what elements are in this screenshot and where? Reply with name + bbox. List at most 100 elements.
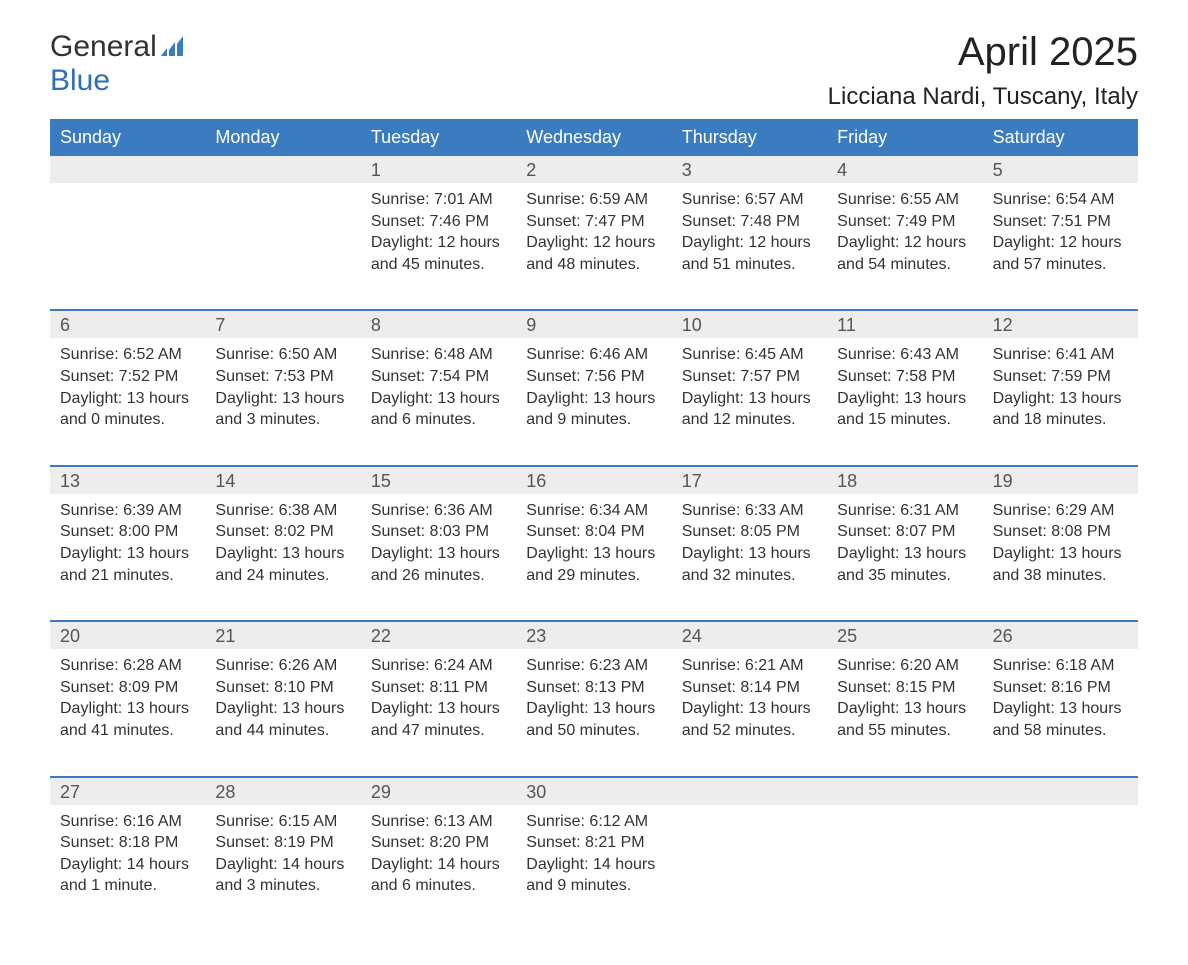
title-block: April 2025 Licciana Nardi, Tuscany, Ital…	[828, 30, 1138, 111]
day-cell	[827, 805, 982, 915]
weekday-header: Wednesday	[516, 119, 671, 156]
day-number	[983, 778, 1138, 805]
day-cell: Sunrise: 6:20 AMSunset: 8:15 PMDaylight:…	[827, 649, 982, 759]
day-line: Daylight: 12 hours and 57 minutes.	[993, 232, 1128, 275]
day-cell: Sunrise: 6:34 AMSunset: 8:04 PMDaylight:…	[516, 494, 671, 604]
day-line: Daylight: 14 hours and 1 minute.	[60, 854, 195, 897]
logo-bars-icon	[161, 36, 189, 61]
day-line: Daylight: 14 hours and 9 minutes.	[526, 854, 661, 897]
day-cell: Sunrise: 6:50 AMSunset: 7:53 PMDaylight:…	[205, 338, 360, 448]
day-number: 9	[516, 311, 671, 338]
weekday-header: Monday	[205, 119, 360, 156]
day-line: Sunrise: 6:12 AM	[526, 811, 661, 833]
day-line: Sunset: 8:00 PM	[60, 521, 195, 543]
day-number: 18	[827, 467, 982, 494]
day-line: Sunrise: 6:26 AM	[215, 655, 350, 677]
day-line: Sunset: 7:48 PM	[682, 211, 817, 233]
day-line: Sunset: 7:54 PM	[371, 366, 506, 388]
day-line: Sunrise: 6:38 AM	[215, 500, 350, 522]
day-line: Daylight: 13 hours and 41 minutes.	[60, 698, 195, 741]
day-line: Daylight: 13 hours and 29 minutes.	[526, 543, 661, 586]
day-number: 17	[672, 467, 827, 494]
day-line: Sunrise: 6:48 AM	[371, 344, 506, 366]
weekday-header: Thursday	[672, 119, 827, 156]
day-line: Sunset: 8:09 PM	[60, 677, 195, 699]
day-line: Daylight: 14 hours and 3 minutes.	[215, 854, 350, 897]
day-cell: Sunrise: 6:21 AMSunset: 8:14 PMDaylight:…	[672, 649, 827, 759]
day-line: Sunset: 8:08 PM	[993, 521, 1128, 543]
day-line: Sunrise: 6:54 AM	[993, 189, 1128, 211]
day-cell: Sunrise: 6:43 AMSunset: 7:58 PMDaylight:…	[827, 338, 982, 448]
day-number: 29	[361, 778, 516, 805]
day-line: Daylight: 13 hours and 15 minutes.	[837, 388, 972, 431]
day-line: Sunset: 8:21 PM	[526, 832, 661, 854]
daynum-strip: 13141516171819	[50, 467, 1138, 494]
day-number: 12	[983, 311, 1138, 338]
day-line: Sunset: 7:56 PM	[526, 366, 661, 388]
day-line: Sunrise: 6:57 AM	[682, 189, 817, 211]
day-line: Sunrise: 6:33 AM	[682, 500, 817, 522]
day-line: Sunset: 8:16 PM	[993, 677, 1128, 699]
day-number: 19	[983, 467, 1138, 494]
day-line: Daylight: 13 hours and 3 minutes.	[215, 388, 350, 431]
day-number: 8	[361, 311, 516, 338]
day-number: 14	[205, 467, 360, 494]
daynum-strip: 6789101112	[50, 311, 1138, 338]
week-content-row: Sunrise: 6:39 AMSunset: 8:00 PM Daylight:…	[50, 494, 1138, 604]
week-block: 20212223242526Sunrise: 6:28 AMSunset: 8:…	[50, 620, 1138, 759]
day-line: Sunset: 7:52 PM	[60, 366, 195, 388]
day-cell: Sunrise: 6:38 AMSunset: 8:02 PMDaylight:…	[205, 494, 360, 604]
day-cell: Sunrise: 6:28 AMSunset: 8:09 PMDaylight:…	[50, 649, 205, 759]
day-cell: Sunrise: 6:46 AMSunset: 7:56 PMDaylight:…	[516, 338, 671, 448]
weekday-header: Saturday	[983, 119, 1138, 156]
day-number	[672, 778, 827, 805]
week-block: 13141516171819Sunrise: 6:39 AMSunset: 8:…	[50, 465, 1138, 604]
day-line: Sunset: 8:05 PM	[682, 521, 817, 543]
day-line: Sunset: 8:10 PM	[215, 677, 350, 699]
day-number: 28	[205, 778, 360, 805]
day-line: Sunrise: 6:23 AM	[526, 655, 661, 677]
day-number: 22	[361, 622, 516, 649]
day-line: Sunrise: 7:01 AM	[371, 189, 506, 211]
day-line: Sunrise: 6:20 AM	[837, 655, 972, 677]
day-cell: Sunrise: 7:01 AMSunset: 7:46 PMDaylight:…	[361, 183, 516, 293]
weekday-header: Sunday	[50, 119, 205, 156]
day-line: Sunrise: 6:39 AM	[60, 500, 195, 522]
day-line: Sunrise: 6:18 AM	[993, 655, 1128, 677]
day-line: Daylight: 13 hours and 9 minutes.	[526, 388, 661, 431]
day-line: Daylight: 14 hours and 6 minutes.	[371, 854, 506, 897]
day-number	[50, 156, 205, 183]
day-number: 26	[983, 622, 1138, 649]
day-line: Daylight: 13 hours and 55 minutes.	[837, 698, 972, 741]
logo: General Blue	[50, 30, 189, 98]
day-line: Sunrise: 6:24 AM	[371, 655, 506, 677]
day-cell: Sunrise: 6:59 AMSunset: 7:47 PMDaylight:…	[516, 183, 671, 293]
day-line: Daylight: 13 hours and 52 minutes.	[682, 698, 817, 741]
header: General Blue April 2025 Licciana Nardi, …	[50, 30, 1138, 111]
day-line: Sunset: 7:59 PM	[993, 366, 1128, 388]
daynum-strip: 12345	[50, 156, 1138, 183]
day-number: 10	[672, 311, 827, 338]
weekday-header-row: SundayMondayTuesdayWednesdayThursdayFrid…	[50, 119, 1138, 156]
day-line: Daylight: 12 hours and 45 minutes.	[371, 232, 506, 275]
day-cell: Sunrise: 6:31 AMSunset: 8:07 PMDaylight:…	[827, 494, 982, 604]
day-number	[827, 778, 982, 805]
logo-text-blue: Blue	[50, 64, 110, 97]
day-line: Daylight: 13 hours and 26 minutes.	[371, 543, 506, 586]
day-line: Sunset: 8:02 PM	[215, 521, 350, 543]
day-line: Sunset: 7:57 PM	[682, 366, 817, 388]
day-cell: Sunrise: 6:57 AMSunset: 7:48 PMDaylight:…	[672, 183, 827, 293]
day-line: Sunset: 7:51 PM	[993, 211, 1128, 233]
day-number: 16	[516, 467, 671, 494]
weeks-container: 12345Sunrise: 7:01 AMSunset: 7:46 PMDayl…	[50, 156, 1138, 915]
day-line: Sunset: 8:15 PM	[837, 677, 972, 699]
location-label: Licciana Nardi, Tuscany, Italy	[828, 83, 1138, 111]
day-line: Sunrise: 6:46 AM	[526, 344, 661, 366]
day-cell: Sunrise: 6:36 AMSunset: 8:03 PMDaylight:…	[361, 494, 516, 604]
week-block: 6789101112Sunrise: 6:52 AMSunset: 7:52 P…	[50, 309, 1138, 448]
day-line: Daylight: 12 hours and 54 minutes.	[837, 232, 972, 275]
day-cell: Sunrise: 6:18 AMSunset: 8:16 PMDaylight:…	[983, 649, 1138, 759]
day-cell: Sunrise: 6:39 AMSunset: 8:00 PMDaylight:…	[50, 494, 205, 604]
weekday-header: Friday	[827, 119, 982, 156]
day-line: Sunrise: 6:29 AM	[993, 500, 1128, 522]
